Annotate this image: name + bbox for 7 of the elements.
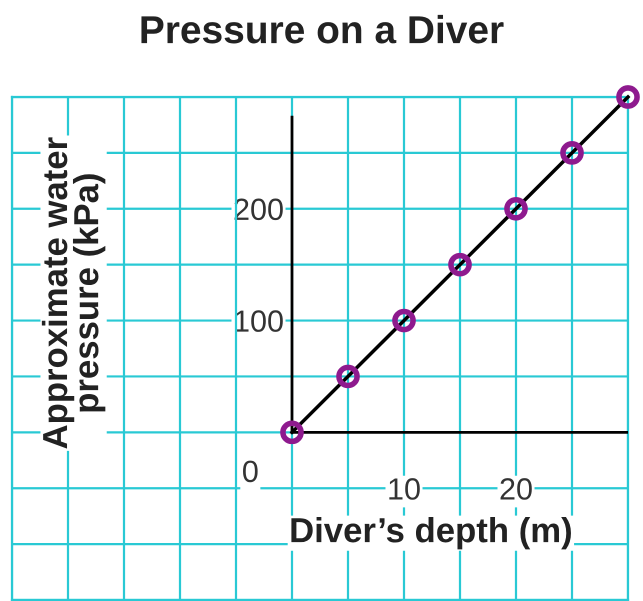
chart-title: Pressure on a Diver — [141, 14, 504, 44]
y-tick-label: 100 — [235, 310, 283, 332]
y-axis-title: Approximate water pressure (kPa) — [42, 137, 106, 449]
annotation: 0 — [243, 460, 258, 482]
x-axis-title: Diver’s depth (m) — [291, 517, 571, 550]
x-tick-label: 20 — [500, 478, 532, 500]
x-tick-label: 10 — [389, 478, 420, 500]
